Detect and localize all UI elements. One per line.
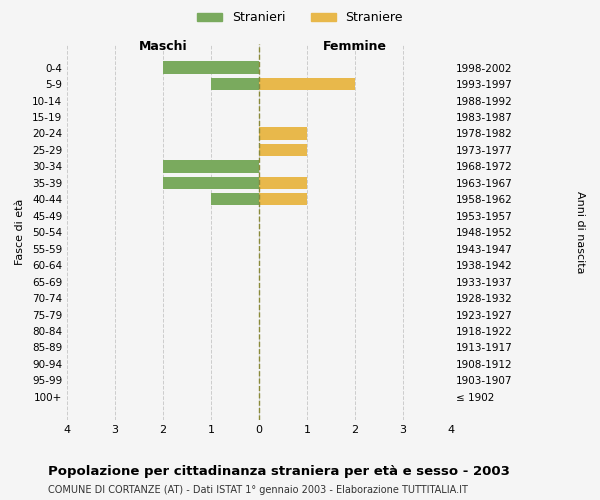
Y-axis label: Anni di nascita: Anni di nascita <box>575 191 585 274</box>
Bar <box>163 62 259 74</box>
Legend: Stranieri, Straniere: Stranieri, Straniere <box>192 6 408 29</box>
Text: Popolazione per cittadinanza straniera per età e sesso - 2003: Popolazione per cittadinanza straniera p… <box>48 465 510 478</box>
Text: Maschi: Maschi <box>139 40 187 53</box>
Bar <box>259 193 307 205</box>
Text: Femmine: Femmine <box>323 40 387 53</box>
Bar <box>163 160 259 172</box>
Bar <box>163 176 259 189</box>
Bar <box>259 144 307 156</box>
Bar <box>259 128 307 140</box>
Text: COMUNE DI CORTANZE (AT) - Dati ISTAT 1° gennaio 2003 - Elaborazione TUTTITALIA.I: COMUNE DI CORTANZE (AT) - Dati ISTAT 1° … <box>48 485 468 495</box>
Bar <box>211 193 259 205</box>
Y-axis label: Fasce di età: Fasce di età <box>15 199 25 266</box>
Bar <box>259 78 355 90</box>
Bar <box>259 176 307 189</box>
Bar <box>211 78 259 90</box>
